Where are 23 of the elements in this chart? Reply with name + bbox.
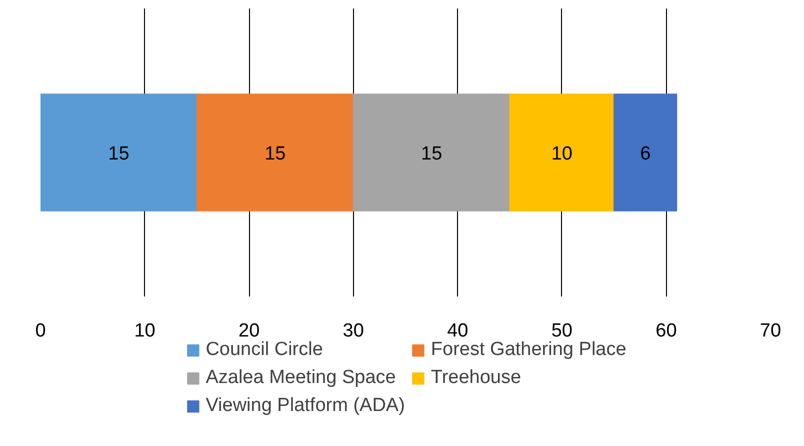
bar bbox=[352, 94, 510, 212]
x-tick-label: 20 bbox=[238, 320, 260, 342]
x-tick-label: 0 bbox=[35, 320, 46, 342]
x-tick-label: 10 bbox=[134, 320, 156, 342]
data-label: 15 bbox=[108, 144, 130, 164]
data-label: 10 bbox=[551, 144, 572, 164]
legend-label: Council Circle bbox=[206, 339, 323, 361]
bar bbox=[614, 94, 678, 212]
data-label: 15 bbox=[421, 144, 442, 164]
legend-label: Treehouse bbox=[430, 367, 522, 389]
x-tick-label: 50 bbox=[551, 320, 572, 342]
bar bbox=[196, 94, 354, 212]
data-label: 6 bbox=[640, 144, 651, 164]
legend-label: Forest Gathering Place bbox=[430, 339, 626, 361]
legend-label: Viewing Platform (ADA) bbox=[206, 395, 405, 417]
bar bbox=[40, 94, 198, 212]
legend-label: Azalea Meeting Space bbox=[206, 367, 396, 389]
x-tick-label: 30 bbox=[342, 320, 364, 342]
x-tick-label: 60 bbox=[656, 320, 677, 342]
x-tick-label: 40 bbox=[447, 320, 468, 342]
data-label: 15 bbox=[264, 144, 286, 164]
bar bbox=[509, 94, 615, 212]
x-tick-label: 70 bbox=[760, 320, 782, 342]
